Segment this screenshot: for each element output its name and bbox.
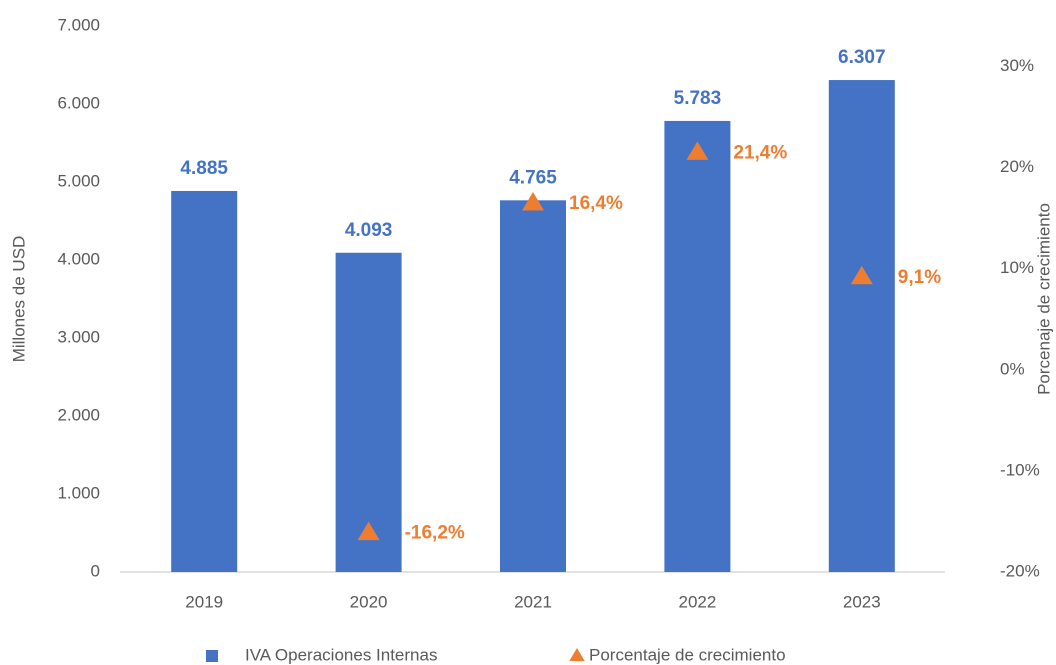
y2-tick-label: 10% xyxy=(1000,258,1034,277)
bar-value-label: 4.885 xyxy=(180,158,228,179)
legend-marker xyxy=(569,648,585,661)
y2-tick-label: 30% xyxy=(1000,56,1034,75)
bar xyxy=(828,80,895,572)
x-tick-label: 2021 xyxy=(514,592,552,611)
y-tick-label: 2.000 xyxy=(57,405,100,424)
bar xyxy=(500,200,566,572)
bar-value-label: 4.093 xyxy=(345,220,393,241)
bar-value-label: 4.765 xyxy=(509,167,557,188)
growth-marker xyxy=(850,265,873,285)
x-tick-label: 2023 xyxy=(843,592,881,611)
growth-value-label: -16,2% xyxy=(405,523,465,544)
bar-value-label: 5.783 xyxy=(674,88,722,109)
y-tick-label: 5.000 xyxy=(57,171,100,190)
x-tick-label: 2020 xyxy=(350,592,388,611)
growth-marker xyxy=(522,191,544,211)
y-tick-label: 3.000 xyxy=(57,327,100,346)
bar xyxy=(335,252,402,572)
y2-tick-label: 20% xyxy=(1000,157,1034,176)
growth-marker xyxy=(357,521,380,541)
y-axis-label: Millones de USD xyxy=(9,236,28,363)
growth-marker xyxy=(686,141,709,160)
bar xyxy=(664,120,731,573)
y-tick-label: 4.000 xyxy=(57,249,100,268)
y2-axis-label: Porcenaje de crecimiento xyxy=(1034,203,1053,395)
growth-value-label: 21,4% xyxy=(733,142,787,163)
y2-tick-label: -10% xyxy=(1000,460,1040,479)
growth-value-label: 9,1% xyxy=(898,267,941,288)
legend-label: IVA Operaciones Internas xyxy=(245,645,437,664)
y-tick-label: 7.000 xyxy=(57,15,100,34)
y-tick-label: 6.000 xyxy=(57,93,100,112)
bar-value-label: 6.307 xyxy=(838,47,886,68)
y2-tick-label: -20% xyxy=(1000,561,1040,580)
growth-value-label: 16,4% xyxy=(569,193,623,214)
legend-label: Porcentaje de crecimiento xyxy=(589,645,786,664)
y2-tick-label: 0% xyxy=(1000,359,1025,378)
y-tick-label: 0 xyxy=(91,561,100,580)
legend-marker xyxy=(206,650,218,662)
y-tick-label: 1.000 xyxy=(57,483,100,502)
x-tick-label: 2019 xyxy=(185,592,223,611)
x-tick-label: 2022 xyxy=(678,592,716,611)
bar xyxy=(171,190,238,572)
